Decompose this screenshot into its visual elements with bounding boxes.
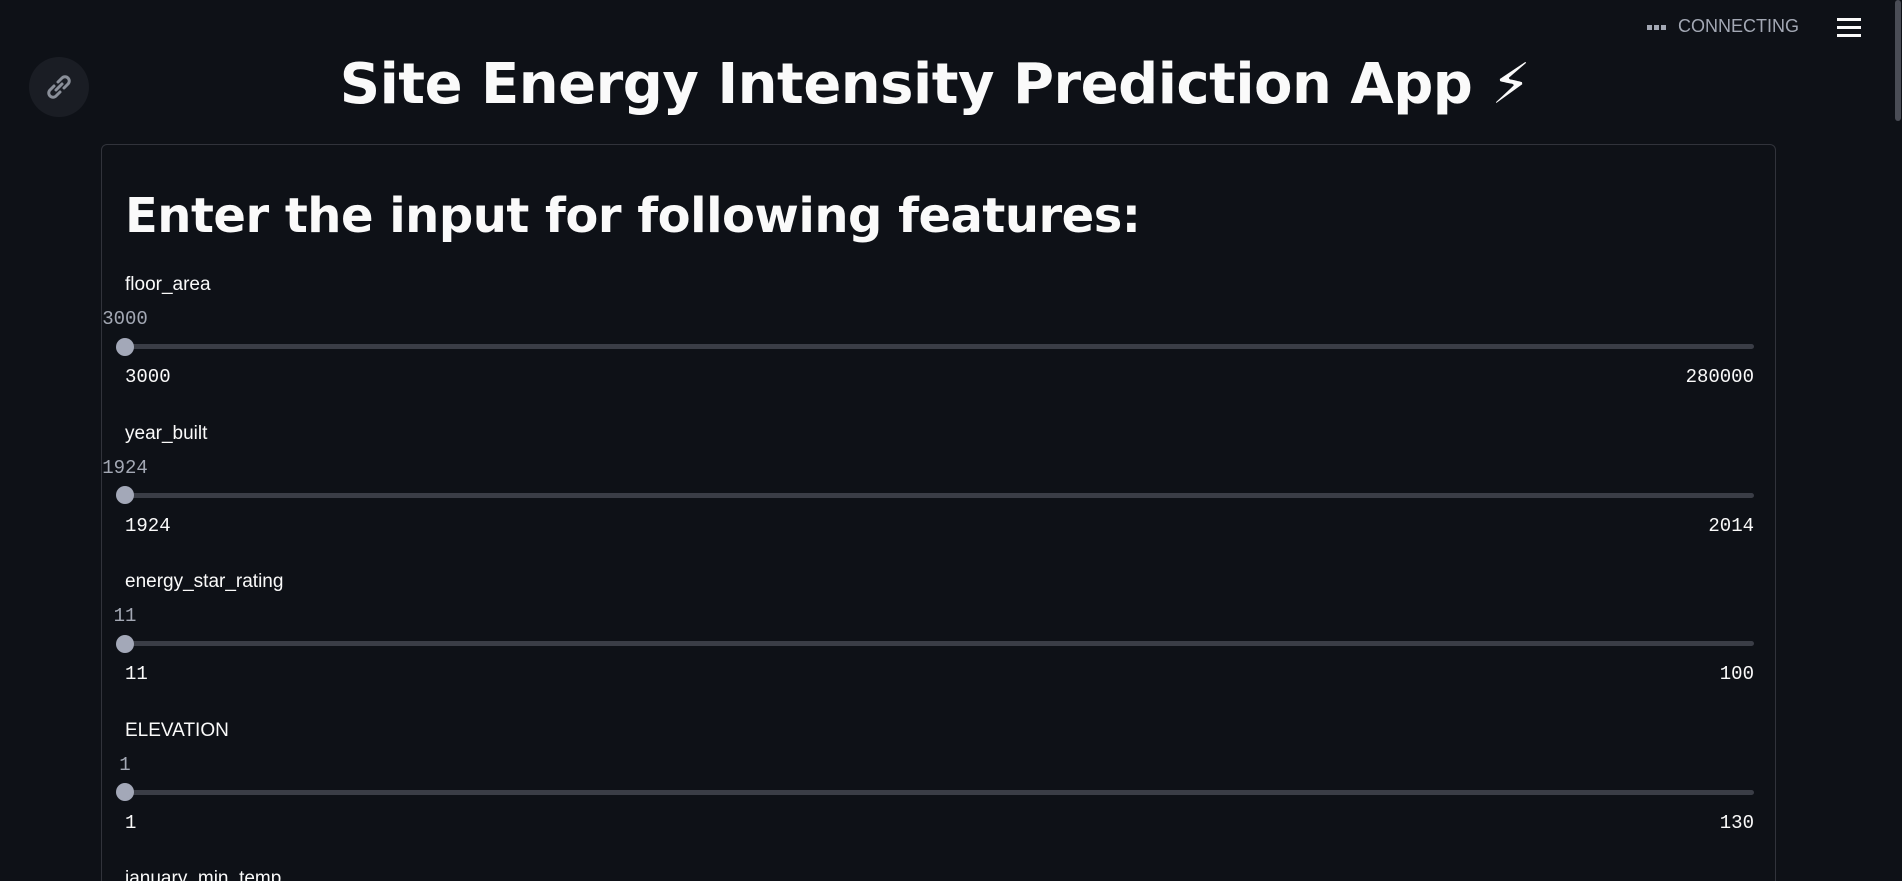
slider-min: 11 bbox=[125, 663, 148, 686]
slider-track[interactable] bbox=[125, 641, 1754, 647]
link-icon bbox=[47, 75, 71, 99]
slider-min: 1 bbox=[125, 811, 137, 834]
slider-label: january_min_temp bbox=[125, 868, 282, 881]
slider-label: floor_area bbox=[125, 274, 211, 295]
slider-thumb[interactable] bbox=[116, 337, 134, 356]
slider-max: 130 bbox=[1719, 811, 1754, 834]
slider-track[interactable] bbox=[125, 344, 1754, 349]
slider-value: 1924 bbox=[102, 456, 148, 479]
link-button[interactable] bbox=[29, 57, 89, 117]
slider-track[interactable] bbox=[125, 492, 1754, 498]
scrollbar[interactable] bbox=[1895, 0, 1901, 121]
slider-thumb[interactable] bbox=[116, 486, 134, 505]
slider-min: 1924 bbox=[125, 514, 171, 537]
slider-label: ELEVATION bbox=[125, 719, 229, 741]
slider-max: 100 bbox=[1719, 663, 1754, 686]
slider-min: 3000 bbox=[125, 366, 171, 388]
slider-max: 2014 bbox=[1708, 514, 1754, 537]
slider-thumb[interactable] bbox=[116, 634, 134, 653]
slider-label: year_built bbox=[125, 422, 208, 444]
status: CONNECTING bbox=[1678, 16, 1799, 36]
slider-value: 3000 bbox=[102, 308, 148, 330]
form-heading: Enter the input for following features: bbox=[125, 188, 1141, 244]
status-icon bbox=[1647, 25, 1666, 30]
slider-value: 11 bbox=[113, 605, 137, 628]
slider-thumb[interactable] bbox=[116, 783, 134, 802]
page-title: Site Energy Intensity Prediction App ⚡ bbox=[339, 52, 1531, 117]
form bbox=[101, 144, 1776, 881]
slider-max: 280000 bbox=[1685, 366, 1754, 388]
slider-track[interactable] bbox=[125, 789, 1754, 795]
slider-value: 1 bbox=[119, 753, 131, 776]
slider-label: energy_star_rating bbox=[125, 571, 284, 593]
menu-button[interactable] bbox=[1837, 17, 1861, 39]
